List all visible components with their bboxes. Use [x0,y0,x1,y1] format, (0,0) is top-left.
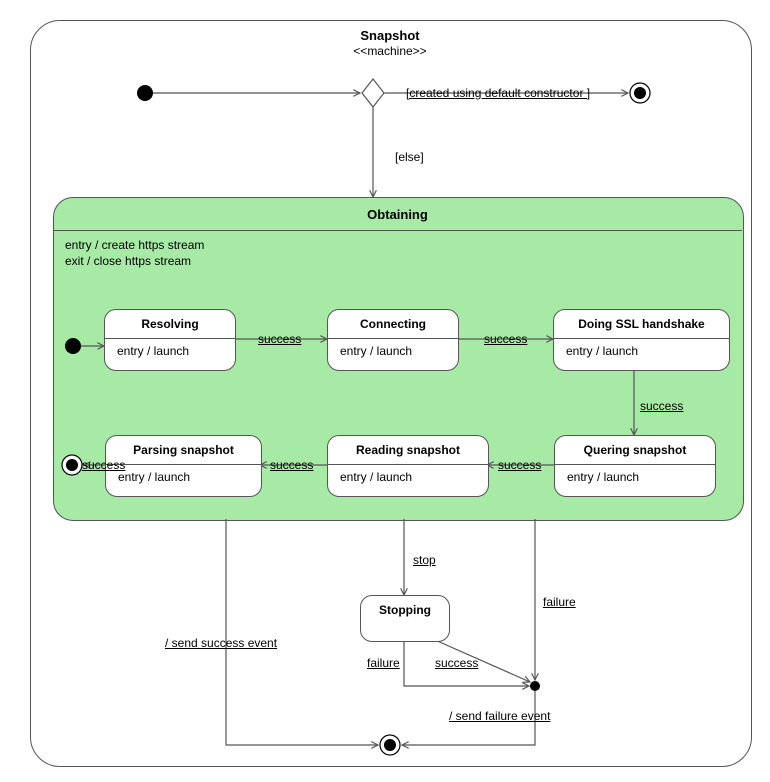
state-parsing: Parsing snapshot entry / launch [105,435,262,497]
obtaining-exit-action: exit / close https stream [65,254,191,268]
state-ssl-title: Doing SSL handshake [554,317,729,331]
state-reading-title: Reading snapshot [328,443,488,457]
state-ssl-actions: entry / launch [566,344,638,358]
state-resolving-actions: entry / launch [117,344,189,358]
edge-label: failure [543,595,576,609]
state-reading-actions: entry / launch [340,470,412,484]
obtaining-heading-divider [53,230,742,231]
state-reading: Reading snapshot entry / launch [327,435,489,497]
state-quering-title: Quering snapshot [555,443,715,457]
machine-title: Snapshot [30,28,750,43]
state-stopping-title: Stopping [361,603,449,617]
state-quering-actions: entry / launch [567,470,639,484]
state-resolving-title: Resolving [105,317,235,331]
state-connecting-actions: entry / launch [340,344,412,358]
edge-label: stop [413,553,436,567]
edge-label: success [498,458,541,472]
edge-label: failure [367,656,400,670]
edge-label: / send failure event [449,709,550,723]
obtaining-title: Obtaining [53,207,742,222]
edge-label: success [640,399,683,413]
machine-stereotype: <<machine>> [30,44,750,58]
state-resolving: Resolving entry / launch [104,309,236,371]
edge-label: [created using default constructor ] [406,86,590,100]
diagram-canvas: Snapshot <<machine>> Obtaining entry / c… [0,0,770,782]
edge-label: success [484,332,527,346]
state-parsing-actions: entry / launch [118,470,190,484]
state-parsing-title: Parsing snapshot [106,443,261,457]
edge-label: success [270,458,313,472]
state-connecting: Connecting entry / launch [327,309,459,371]
edge-label: [else] [395,150,424,164]
state-stopping: Stopping [360,595,450,642]
edge-label: / send success event [165,636,277,650]
state-quering: Quering snapshot entry / launch [554,435,716,497]
state-ssl: Doing SSL handshake entry / launch [553,309,730,371]
edge-label: success [82,458,125,472]
edge-label: success [435,656,478,670]
edge-label: success [258,332,301,346]
obtaining-entry-action: entry / create https stream [65,238,204,252]
state-connecting-title: Connecting [328,317,458,331]
